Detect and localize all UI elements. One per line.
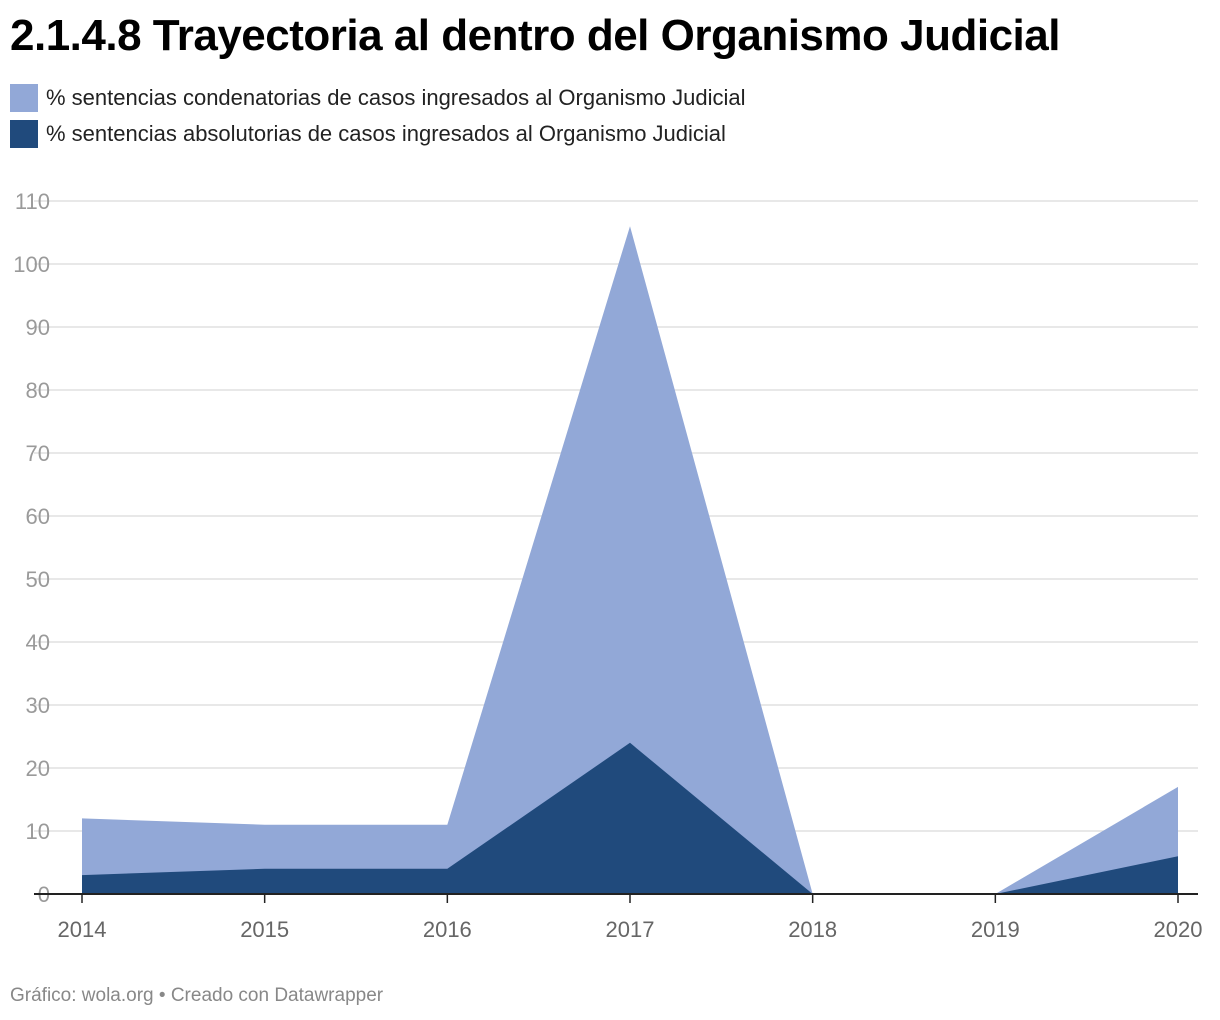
x-tick-label-2020: 2020 (1154, 917, 1203, 942)
x-tick-label-2015: 2015 (240, 917, 289, 942)
legend-item-condenatorias: % sentencias condenatorias de casos ingr… (10, 80, 746, 116)
x-tick-label-2017: 2017 (606, 917, 655, 942)
y-tick-label-110: 110 (15, 189, 50, 214)
source-footer: Gráfico: wola.org • Creado con Datawrapp… (10, 985, 384, 1006)
y-tick-label-50: 50 (26, 567, 50, 592)
legend-label-absolutorias: % sentencias absolutorias de casos ingre… (46, 121, 726, 146)
area-series-2-segment-2 (995, 856, 1178, 894)
legend-item-absolutorias: % sentencias absolutorias de casos ingre… (10, 116, 746, 152)
area-series-1-segment-1 (82, 226, 813, 894)
area-series-2-segment-1 (82, 742, 813, 894)
x-tick-label-2016: 2016 (423, 917, 472, 942)
legend-swatch-condenatorias (10, 84, 38, 112)
y-tick-label-60: 60 (26, 504, 50, 529)
y-tick-label-10: 10 (26, 819, 50, 844)
chart-title: 2.1.4.8 Trayectoria al dentro del Organi… (10, 11, 1060, 60)
y-tick-label-80: 80 (26, 378, 50, 403)
legend: % sentencias condenatorias de casos ingr… (10, 80, 746, 152)
x-tick-label-2019: 2019 (971, 917, 1020, 942)
x-tick-label-2018: 2018 (788, 917, 837, 942)
y-tick-label-70: 70 (26, 441, 50, 466)
y-tick-label-40: 40 (26, 630, 50, 655)
y-tick-label-90: 90 (26, 315, 50, 340)
y-tick-label-100: 100 (13, 252, 50, 277)
y-tick-label-30: 30 (26, 693, 50, 718)
legend-swatch-absolutorias (10, 120, 38, 148)
y-tick-label-20: 20 (26, 756, 50, 781)
legend-label-condenatorias: % sentencias condenatorias de casos ingr… (46, 85, 746, 110)
x-tick-label-2014: 2014 (58, 917, 107, 942)
